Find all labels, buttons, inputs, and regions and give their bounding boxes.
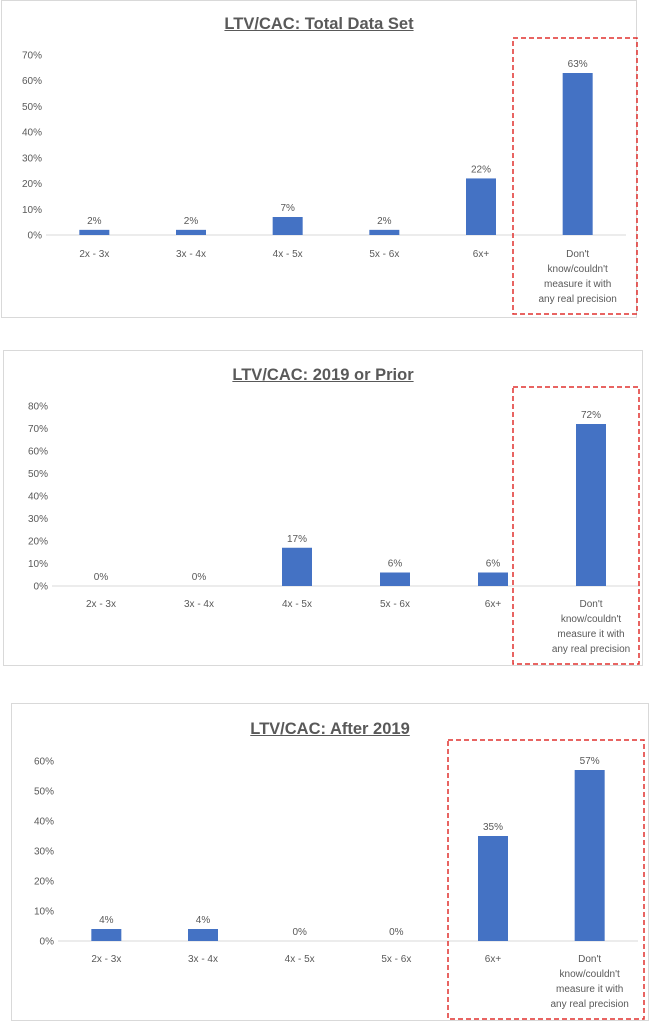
y-tick-label: 30% [22,153,42,164]
bar [188,929,218,941]
y-tick-label: 20% [34,877,54,888]
highlight-box [447,739,645,1020]
data-label: 2% [377,216,392,227]
chart-title: LTV/CAC: Total Data Set [224,15,414,33]
category-label: 6x+ [485,599,502,610]
chart-panel-after-2019: LTV/CAC: After 2019 0% 10% 20% 30% 40% 50% 60%… [11,703,649,1021]
bar-chart-after-2019: 0% 10% 20% 30% 40% 50% 60% 4% 2x - 3x 4% 3x - 4x 0%… [34,739,645,1020]
y-tick-label: 70% [28,424,48,435]
category-label: 5x - 6x [380,599,410,610]
chart-title: LTV/CAC: After 2019 [250,720,410,738]
data-label: 0% [192,572,207,583]
data-label: 22% [471,164,491,175]
highlight-box [512,386,640,665]
bar [282,547,312,586]
data-label: 6% [388,559,403,570]
bar [176,229,206,235]
y-tick-label: 20% [22,179,42,190]
bar-chart-2019-or-prior: 0% 10% 20% 30% 40% 50% 60% 70% 80% 0% 2x - 3x 0% 3x … [28,386,640,665]
y-tick-label: 10% [28,559,48,570]
y-tick-label: 50% [22,102,42,113]
y-tick-label: 0% [28,231,43,242]
bar [79,229,110,235]
y-tick-label: 40% [34,817,54,828]
data-label: 4% [99,915,114,926]
data-label: 72% [581,410,601,421]
chart-panel-2019-or-prior: LTV/CAC: 2019 or Prior 0% 10% 20% 30% 40% 50%… [3,350,643,666]
category-label: 2x - 3x [91,954,121,965]
y-tick-label: 0% [34,582,49,593]
data-label: 0% [94,572,109,583]
category-label: 4x - 5x [273,249,303,260]
category-label: Don't know/couldn't measure it with any rea… [552,599,630,655]
data-label: 35% [483,822,503,833]
y-tick-label: 50% [34,787,54,798]
category-label: 5x - 6x [369,249,399,260]
category-label: 6x+ [485,954,502,965]
data-label: 0% [389,927,404,938]
bar [466,178,496,235]
y-tick-label: 0% [40,937,55,948]
category-label: 2x - 3x [86,599,116,610]
category-label: 2x - 3x [79,249,109,260]
data-label: 2% [184,216,199,227]
data-label: 57% [580,756,600,767]
bar [91,929,122,941]
category-label: 3x - 4x [184,599,214,610]
category-label: Don't know/couldn't measure it with any rea… [538,249,616,305]
bar [369,229,400,235]
bar [478,572,508,586]
bar [272,217,303,235]
y-tick-label: 30% [28,514,48,525]
category-label: 3x - 4x [176,249,206,260]
category-label: Don't know/couldn't measure it with any rea… [550,954,628,1010]
y-tick-label: 80% [28,402,48,413]
data-label: 63% [568,59,588,70]
y-tick-label: 50% [28,469,48,480]
bar [574,770,605,941]
bar [478,836,508,941]
data-label: 7% [280,203,295,214]
y-tick-label: 40% [22,128,42,139]
data-label: 17% [287,534,307,545]
category-label: 4x - 5x [285,954,315,965]
bar-chart-total-data-set: 0% 10% 20% 30% 40% 50% 60% 70% 2% 2x - 3x 2% 3x - 4… [22,37,638,315]
category-label: 5x - 6x [381,954,411,965]
y-tick-label: 60% [22,76,42,87]
y-tick-label: 30% [34,847,54,858]
y-tick-label: 60% [28,447,48,458]
data-label: 4% [196,915,211,926]
y-tick-label: 70% [22,51,42,62]
bar [576,424,606,586]
category-label: 4x - 5x [282,599,312,610]
data-label: 0% [292,927,307,938]
category-label: 6x+ [473,249,490,260]
data-label: 6% [486,559,501,570]
bar [380,572,410,586]
y-tick-label: 20% [28,537,48,548]
y-tick-label: 10% [34,907,54,918]
bar [562,73,593,235]
chart-panel-total-data-set: LTV/CAC: Total Data Set 0% 10% 20% 30% 40% 50… [1,0,638,318]
y-tick-label: 60% [34,757,54,768]
y-tick-label: 40% [28,492,48,503]
data-label: 2% [87,216,102,227]
y-tick-label: 10% [22,205,42,216]
chart-title: LTV/CAC: 2019 or Prior [232,366,414,384]
category-label: 3x - 4x [188,954,218,965]
